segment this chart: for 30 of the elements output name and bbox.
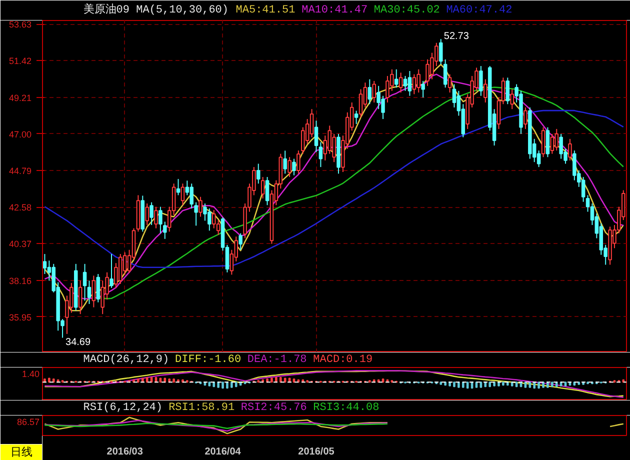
text: 日线: [10, 446, 32, 458]
text: MA5:41.51: [236, 4, 296, 16]
y-tick-label: 42.58: [8, 202, 32, 213]
text: 1.40: [22, 369, 40, 379]
y-tick-label: 53.63: [8, 20, 32, 30]
x-tick-label: 2016/05: [298, 446, 335, 458]
series-label: DIFF:-1.60: [175, 354, 242, 366]
series-label: RSI1:58.91: [168, 402, 235, 414]
annotation: 52.73: [444, 31, 470, 42]
text: MA10:41.47: [302, 4, 368, 16]
annotation: 34.69: [66, 336, 91, 348]
text: MA30:45.02: [374, 4, 440, 16]
text: MA60:47.42: [446, 4, 512, 16]
series-label: RSI3:44.08: [313, 402, 380, 414]
x-tick-label: 2016/03: [106, 446, 144, 458]
y-tick-label: 51.42: [8, 56, 32, 66]
series-label: MACD:0.19: [313, 354, 373, 366]
text: 86.57: [16, 417, 40, 427]
y-tick-label: 44.79: [8, 166, 32, 176]
series-label: DEA:-1.78: [247, 354, 307, 366]
x-tick-label: 2016/04: [204, 446, 242, 458]
y-tick-label: 35.95: [8, 312, 32, 322]
y-tick-label: 38.16: [8, 276, 32, 286]
y-tick-label: 49.21: [8, 92, 32, 103]
y-tick-label: 47.00: [8, 129, 32, 140]
series-label: RSI2:45.76: [240, 402, 307, 414]
y-tick-label: 40.37: [8, 239, 32, 250]
chart-title: MACD(26,12,9): [83, 354, 170, 366]
chart-title: 美原油09 MA(5,10,30,60): [83, 2, 229, 16]
chart-title: RSI(6,12,24): [83, 402, 163, 414]
